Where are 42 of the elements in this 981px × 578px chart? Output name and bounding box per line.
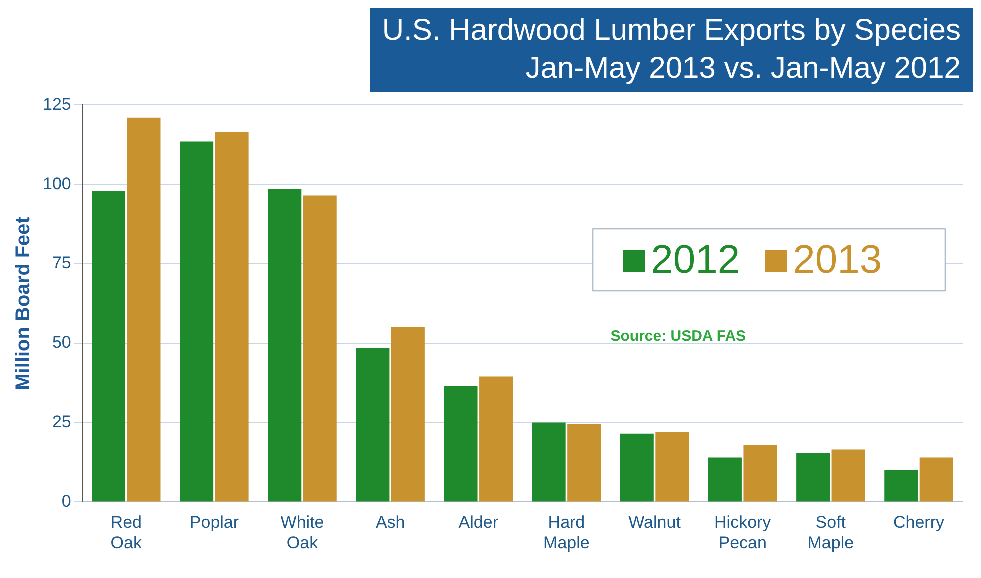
bar (796, 452, 830, 502)
bar (356, 348, 390, 502)
bar (920, 458, 954, 502)
y-tick-label: 125 (42, 94, 72, 114)
legend-label: 2012 (651, 238, 740, 282)
x-tick-label: White Oak (280, 513, 324, 552)
bar (92, 190, 126, 502)
x-tick-label: Cherry (893, 513, 945, 532)
legend-label: 2013 (793, 238, 882, 282)
y-tick-label: 50 (52, 333, 72, 352)
bar (532, 422, 566, 502)
x-tick-label: Poplar (190, 513, 240, 532)
bar (832, 450, 866, 502)
chart-subtitle: Jan-May 2013 vs. Jan-May 2012 (524, 51, 961, 87)
bar (391, 328, 425, 502)
bar (568, 424, 602, 502)
bar (480, 376, 513, 502)
bar (303, 196, 337, 502)
x-tick-label: Alder (458, 513, 499, 532)
y-tick-label: 0 (62, 492, 72, 511)
bar (656, 432, 690, 502)
x-tick-label: Walnut (628, 513, 682, 532)
bar (884, 470, 918, 502)
x-tick-label: Ash (376, 513, 406, 532)
bar (708, 458, 742, 502)
chart-title: U.S. Hardwood Lumber Exports by Species (382, 13, 961, 49)
x-tick-label: Hickory Pecan (714, 513, 772, 552)
y-tick-label: 75 (52, 254, 72, 273)
bar (180, 142, 214, 502)
x-tick-label: Red Oak (110, 513, 142, 552)
y-tick-label: 25 (52, 412, 72, 432)
y-axis-title: Million Board Feet (12, 216, 35, 390)
bar (268, 189, 302, 502)
annotation: Source: USDA FAS (610, 328, 746, 346)
bar (127, 118, 161, 502)
x-tick-label: Hard Maple (544, 513, 590, 552)
bar (215, 132, 249, 502)
y-tick-label: 100 (42, 174, 72, 194)
bar (620, 434, 654, 502)
x-tick-label: Soft Maple (808, 513, 854, 552)
bar (444, 386, 478, 502)
bar (744, 445, 778, 502)
